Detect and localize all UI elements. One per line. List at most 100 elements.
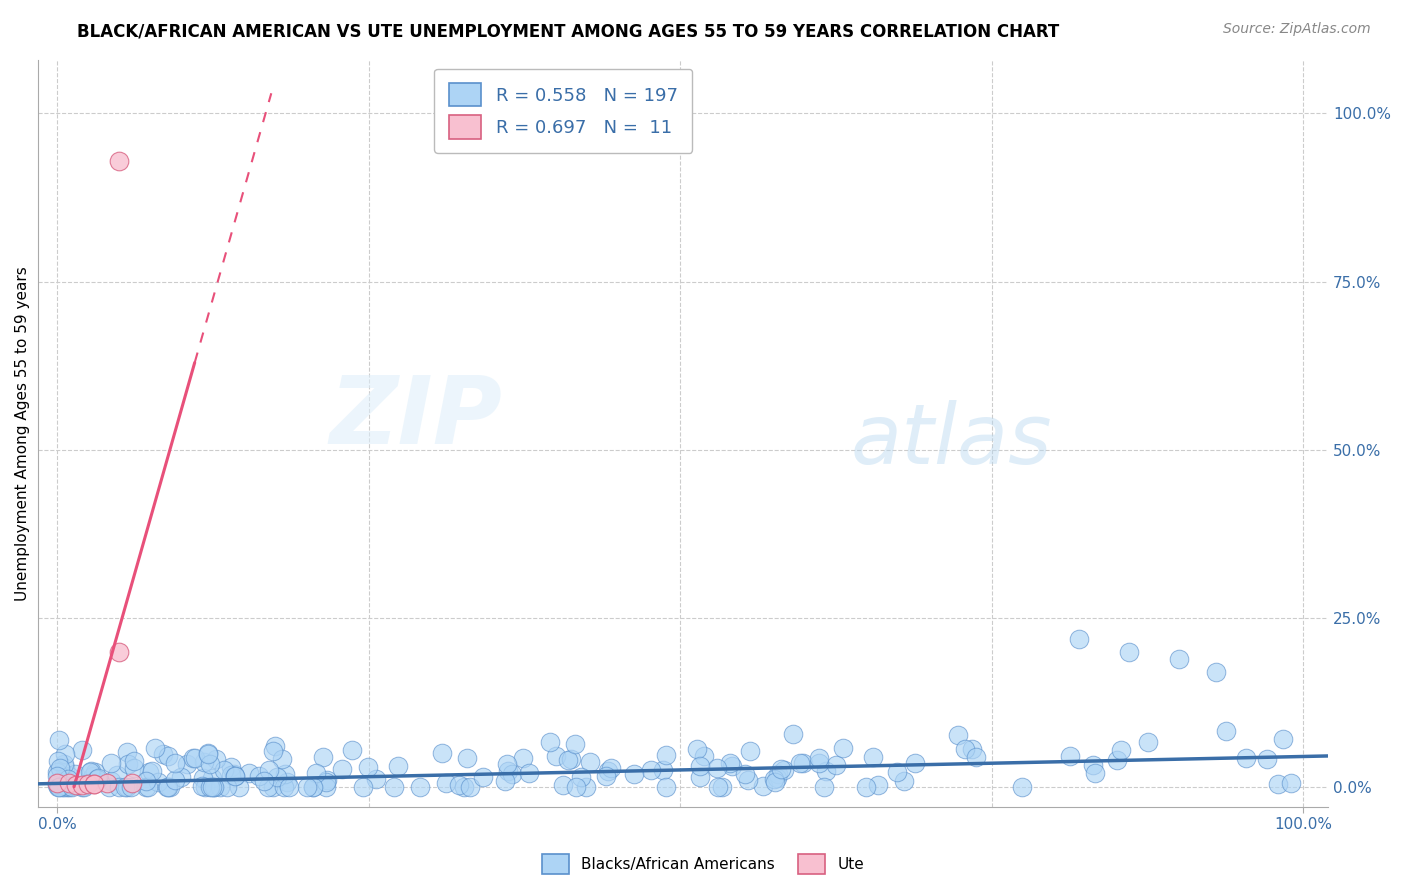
Point (152, 747, 174, 762)
Point (1136, 735, 1159, 749)
Point (453, 780, 475, 794)
Point (654, 780, 676, 794)
Point (782, 727, 804, 741)
Point (456, 751, 478, 765)
Point (965, 750, 987, 764)
Point (278, 780, 301, 794)
Point (271, 752, 294, 766)
Point (97, 780, 120, 794)
Point (734, 766, 756, 780)
Point (156, 780, 179, 794)
Point (53, 761, 76, 775)
Point (209, 780, 232, 794)
Point (773, 764, 796, 778)
Point (1205, 665, 1227, 680)
Point (219, 767, 242, 781)
Point (212, 763, 235, 777)
Point (148, 775, 170, 789)
Point (56, 780, 79, 794)
Point (538, 735, 561, 749)
Point (312, 750, 335, 764)
Point (80, 764, 103, 778)
Point (596, 764, 619, 779)
Point (76, 777, 98, 791)
Point (72, 780, 94, 794)
Point (564, 738, 586, 752)
Point (58, 772, 80, 786)
Legend: Blacks/African Americans, Ute: Blacks/African Americans, Ute (536, 848, 870, 880)
Point (204, 780, 226, 794)
Point (276, 775, 298, 789)
Point (692, 749, 714, 764)
Point (569, 770, 592, 784)
Point (122, 754, 145, 768)
Point (640, 763, 662, 777)
Point (1234, 751, 1257, 765)
Point (63, 778, 86, 792)
Point (224, 769, 246, 783)
Point (825, 758, 848, 772)
Point (202, 780, 225, 794)
Point (1011, 780, 1033, 794)
Point (1271, 731, 1294, 746)
Point (409, 780, 432, 794)
Point (274, 767, 297, 781)
Point (316, 772, 339, 787)
Point (1167, 652, 1189, 666)
Point (135, 780, 157, 794)
Point (200, 757, 222, 772)
Point (302, 780, 325, 794)
Point (295, 780, 318, 794)
Point (737, 772, 759, 787)
Point (86, 772, 108, 786)
Point (946, 728, 969, 742)
Point (141, 764, 163, 779)
Point (163, 773, 186, 788)
Point (266, 770, 288, 784)
Point (953, 741, 976, 756)
Point (494, 774, 516, 789)
Point (82, 769, 104, 783)
Point (159, 780, 181, 794)
Point (575, 780, 598, 794)
Point (765, 772, 787, 786)
Y-axis label: Unemployment Among Ages 55 to 59 years: Unemployment Among Ages 55 to 59 years (15, 266, 30, 600)
Point (304, 765, 326, 780)
Point (332, 763, 354, 777)
Point (46, 776, 69, 790)
Point (689, 770, 711, 784)
Point (430, 746, 453, 760)
Point (143, 741, 166, 756)
Point (87, 771, 110, 785)
Point (315, 780, 337, 794)
Point (904, 756, 927, 770)
Point (866, 778, 889, 792)
Point (58, 776, 80, 790)
Point (121, 776, 143, 790)
Point (83, 777, 105, 791)
Point (198, 780, 221, 794)
Point (813, 780, 835, 794)
Point (96, 776, 118, 790)
Text: BLACK/AFRICAN AMERICAN VS UTE UNEMPLOYMENT AMONG AGES 55 TO 59 YEARS CORRELATION: BLACK/AFRICAN AMERICAN VS UTE UNEMPLOYME… (77, 22, 1060, 40)
Point (79, 765, 101, 780)
Point (519, 766, 541, 780)
Point (48, 754, 70, 768)
Point (1109, 743, 1132, 757)
Point (46, 780, 69, 794)
Point (262, 744, 284, 758)
Point (115, 745, 138, 759)
Text: Source: ZipAtlas.com: Source: ZipAtlas.com (1223, 22, 1371, 37)
Point (501, 767, 523, 781)
Text: ZIP: ZIP (330, 372, 503, 465)
Point (197, 747, 219, 762)
Point (105, 768, 128, 782)
Point (201, 780, 224, 794)
Point (184, 751, 207, 765)
Point (107, 780, 129, 794)
Point (238, 766, 260, 780)
Point (546, 749, 568, 764)
Point (117, 756, 139, 771)
Point (560, 752, 582, 766)
Point (48, 733, 70, 747)
